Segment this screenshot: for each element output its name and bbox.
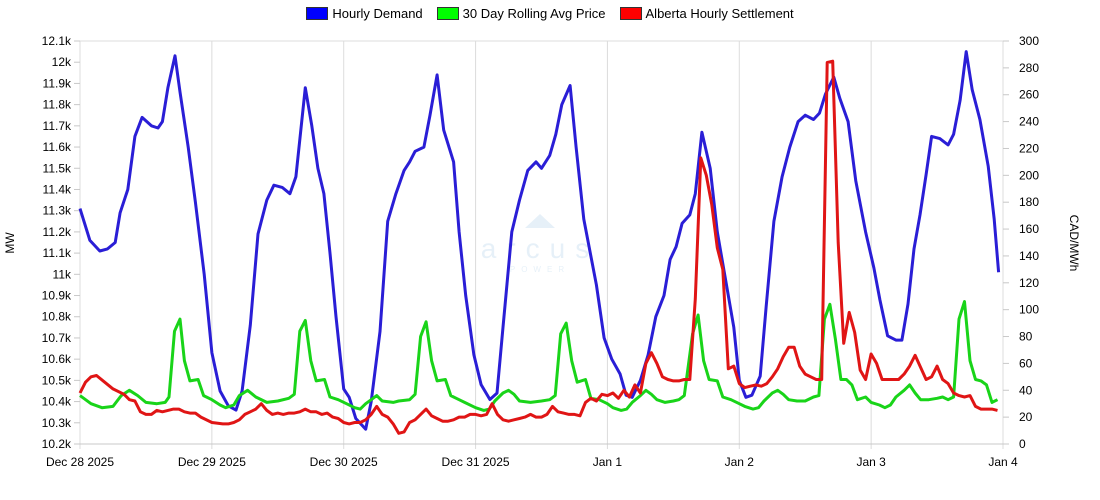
y-axis-left-label: MW [3,232,17,254]
y-right-tick-label: 220 [1019,141,1039,155]
y-left-tick-label: 10.4k [42,395,72,409]
y-right-tick-label: 260 [1019,88,1039,102]
legend-label: Hourly Demand [332,6,423,21]
y-left-tick-label: 11.9k [43,76,72,90]
y-right-tick-label: 300 [1019,34,1039,48]
y-left-tick-label: 11.2k [43,225,72,239]
legend-swatch [306,7,329,20]
x-tick-label: Dec 28 2025 [46,455,114,469]
svg-text:arcus: arcus [481,233,599,264]
x-tick-label: Jan 2 [725,455,755,469]
y-left-tick-label: 11.4k [43,182,72,196]
legend-label: 30 Day Rolling Avg Price [462,6,606,21]
legend-item-rolling-avg-price[interactable]: 30 Day Rolling Avg Price [436,6,606,21]
legend-swatch [619,7,642,20]
x-tick-label: Jan 4 [988,455,1018,469]
legend-item-hourly-settlement[interactable]: Alberta Hourly Settlement [619,6,794,21]
y-right-tick-label: 20 [1019,410,1033,424]
y-axis-right-label: CAD/MWh [1067,215,1081,272]
y-left-tick-label: 10.9k [42,289,72,303]
y-left-tick-label: 11k [53,267,72,281]
y-left-tick-label: 10.7k [42,331,72,345]
y-left-tick-label: 11.7k [43,119,72,133]
series-line-30-day-rolling-avg-price [79,300,999,412]
y-right-tick-label: 60 [1019,356,1033,370]
grid [79,40,1004,449]
chart-legend: Hourly Demand 30 Day Rolling Avg Price A… [0,6,1100,21]
y-right-tick-label: 200 [1019,168,1039,182]
series-lines [78,50,1001,435]
series-line-alberta-hourly-settlement [78,59,998,435]
x-tick-label: Jan 3 [856,455,886,469]
y-left-tick-label: 11.5k [43,161,72,175]
y-left-tick-label: 11.8k [43,98,72,112]
y-left-tick-label: 11.3k [43,204,72,218]
x-tick-label: Dec 31 2025 [442,455,510,469]
y-left-tick-label: 11.6k [43,140,72,154]
y-right-tick-label: 160 [1019,222,1039,236]
y-right-tick-label: 80 [1019,330,1033,344]
y-right-tick-label: 240 [1019,115,1039,129]
arcus-power-watermark: arcus POWER [481,214,599,274]
y-left-tick-label: 12k [52,55,72,69]
y-right-tick-label: 100 [1019,303,1039,317]
y-left-tick-label: 10.2k [42,437,72,451]
y-left-tick-label: 10.6k [42,352,72,366]
y-right-tick-label: 180 [1019,195,1039,209]
y-right-tick-label: 280 [1019,61,1039,75]
y-left-tick-label: 11.1k [43,246,72,260]
y-left-tick-label: 10.5k [42,373,72,387]
legend-label: Alberta Hourly Settlement [645,6,794,21]
series-line-hourly-demand [78,50,1001,431]
legend-swatch [436,7,459,20]
axes: Dec 28 2025 Dec 29 2025 Dec 30 2025 Dec 31 … [42,34,1040,469]
svg-text:POWER: POWER [510,265,570,274]
y-right-tick-label: 120 [1019,276,1039,290]
y-right-tick-label: 40 [1019,383,1033,397]
y-left-tick-label: 10.3k [42,416,72,430]
y-right-tick-label: 0 [1019,437,1026,451]
x-tick-label: Dec 30 2025 [310,455,378,469]
y-left-tick-label: 12.1k [42,34,72,48]
x-tick-label: Dec 29 2025 [178,455,246,469]
y-left-tick-label: 10.8k [42,310,72,324]
legend-item-hourly-demand[interactable]: Hourly Demand [306,6,423,21]
x-tick-label: Jan 1 [593,455,623,469]
y-right-tick-label: 140 [1019,249,1039,263]
